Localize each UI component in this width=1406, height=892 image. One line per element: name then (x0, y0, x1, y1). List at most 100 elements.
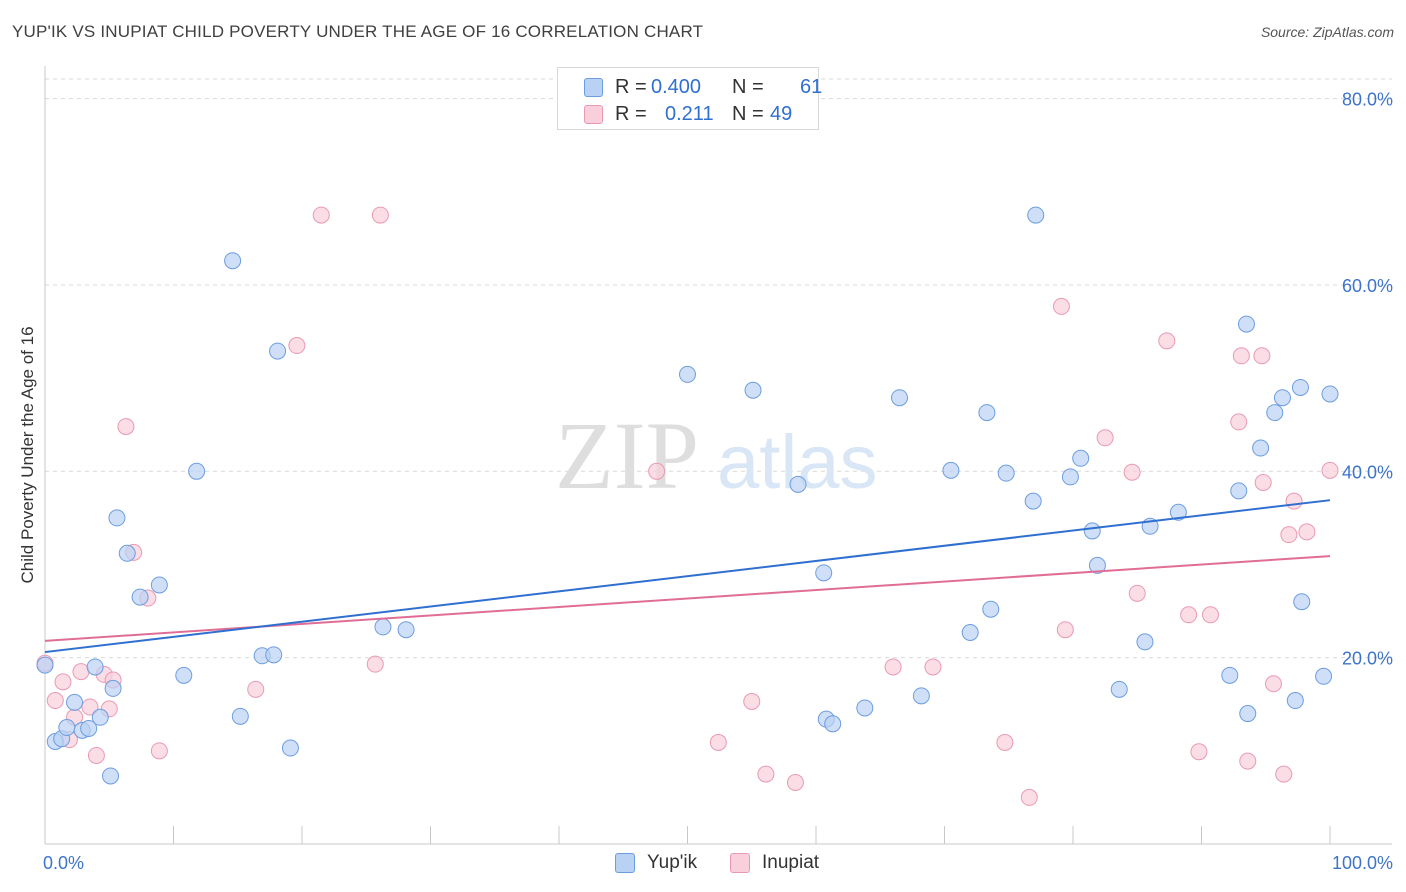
point-yupik (1286, 692, 1304, 710)
point-yupik (397, 621, 415, 639)
x-tick-label: 100.0% (1332, 853, 1393, 873)
point-inupiat (1180, 606, 1198, 624)
point-inupiat (1280, 526, 1298, 544)
watermark: ZIP atlas (555, 402, 878, 509)
point-yupik (118, 544, 136, 562)
point-inupiat (1158, 332, 1176, 350)
point-inupiat (1201, 606, 1219, 624)
point-yupik (104, 679, 122, 697)
point-inupiat (54, 673, 72, 691)
point-yupik (265, 646, 283, 664)
legend-swatch-inupiat (584, 105, 603, 124)
point-inupiat (1239, 752, 1257, 770)
point-yupik (912, 687, 930, 705)
point-yupik (281, 739, 299, 757)
point-inupiat (247, 680, 265, 698)
point-inupiat (1264, 675, 1282, 693)
legend-n-value: 61 (800, 76, 823, 98)
point-yupik (1027, 206, 1045, 224)
point-inupiat (72, 663, 90, 681)
point-yupik (91, 708, 109, 726)
chart-title: YUP'IK VS INUPIAT CHILD POVERTY UNDER TH… (12, 22, 704, 41)
legend-r-value: 0.211 (665, 103, 714, 125)
point-yupik (978, 404, 996, 422)
point-yupik (150, 576, 168, 594)
legend-n-label: N = (732, 103, 764, 125)
point-yupik (942, 461, 960, 479)
point-inupiat (1123, 463, 1141, 481)
point-inupiat (371, 206, 389, 224)
point-inupiat (81, 698, 99, 716)
point-inupiat (1275, 765, 1293, 783)
point-yupik (86, 658, 104, 676)
point-yupik (175, 666, 193, 684)
point-inupiat (1128, 584, 1146, 602)
point-yupik (1273, 389, 1291, 407)
point-inupiat (996, 733, 1014, 751)
point-yupik (1061, 468, 1079, 486)
point-inupiat (1190, 743, 1208, 761)
point-inupiat (312, 206, 330, 224)
point-inupiat (288, 337, 306, 355)
point-yupik (1291, 378, 1309, 396)
point-yupik (1110, 680, 1128, 698)
point-yupik (1221, 666, 1239, 684)
point-inupiat (648, 462, 666, 480)
point-inupiat (709, 733, 727, 751)
point-inupiat (150, 742, 168, 760)
point-yupik (224, 252, 242, 270)
point-yupik (789, 475, 807, 493)
point-yupik (891, 389, 909, 407)
point-inupiat (1052, 297, 1070, 315)
point-yupik (108, 509, 126, 527)
point-inupiat (1232, 347, 1250, 365)
point-yupik (679, 365, 696, 383)
legend-label-yupik: Yup'ik (647, 852, 698, 873)
point-yupik (997, 464, 1015, 482)
correlation-legend: R = 0.400 N = 61 R = 0.211 N = 49 (557, 67, 823, 130)
point-inupiat (46, 692, 64, 710)
legend-swatch-yupik (584, 78, 603, 97)
point-yupik (1266, 404, 1284, 422)
point-inupiat (786, 774, 804, 792)
point-inupiat (1321, 461, 1339, 479)
point-inupiat (1230, 413, 1248, 431)
tick-labels: 20.0% 40.0% 60.0% 80.0% 0.0% 100.0% (43, 90, 1393, 873)
point-yupik (1136, 633, 1154, 651)
point-yupik (1321, 385, 1339, 403)
point-yupik (815, 564, 833, 582)
point-inupiat (1253, 347, 1271, 365)
point-yupik (982, 600, 1000, 618)
point-yupik (374, 618, 392, 636)
legend-r-label: R = (615, 76, 647, 98)
point-yupik (1237, 315, 1255, 333)
scatter-points (36, 206, 1339, 806)
point-yupik (131, 588, 149, 606)
point-inupiat (366, 655, 384, 673)
legend-swatch-yupik (615, 853, 635, 873)
point-inupiat (884, 658, 902, 676)
y-axis-title: Child Poverty Under the Age of 16 (18, 326, 37, 584)
axes (44, 66, 1392, 845)
point-yupik (58, 719, 76, 737)
watermark-zip: ZIP (555, 402, 699, 509)
point-yupik (269, 342, 287, 360)
legend-r-value: 0.400 (651, 76, 702, 98)
point-yupik (1230, 482, 1248, 500)
point-inupiat (1298, 523, 1316, 541)
point-yupik (80, 719, 98, 737)
point-yupik (1252, 439, 1270, 457)
point-yupik (1293, 593, 1311, 611)
point-yupik (1083, 522, 1101, 540)
point-inupiat (1285, 492, 1303, 510)
legend-label-inupiat: Inupiat (762, 852, 820, 873)
point-yupik (1024, 492, 1042, 510)
point-inupiat (117, 418, 135, 436)
point-yupik (231, 707, 249, 725)
point-inupiat (757, 765, 775, 783)
y-tick-label: 80.0% (1342, 90, 1393, 110)
point-yupik (856, 699, 874, 717)
grid-lines (45, 78, 1392, 659)
point-inupiat (1254, 473, 1272, 491)
